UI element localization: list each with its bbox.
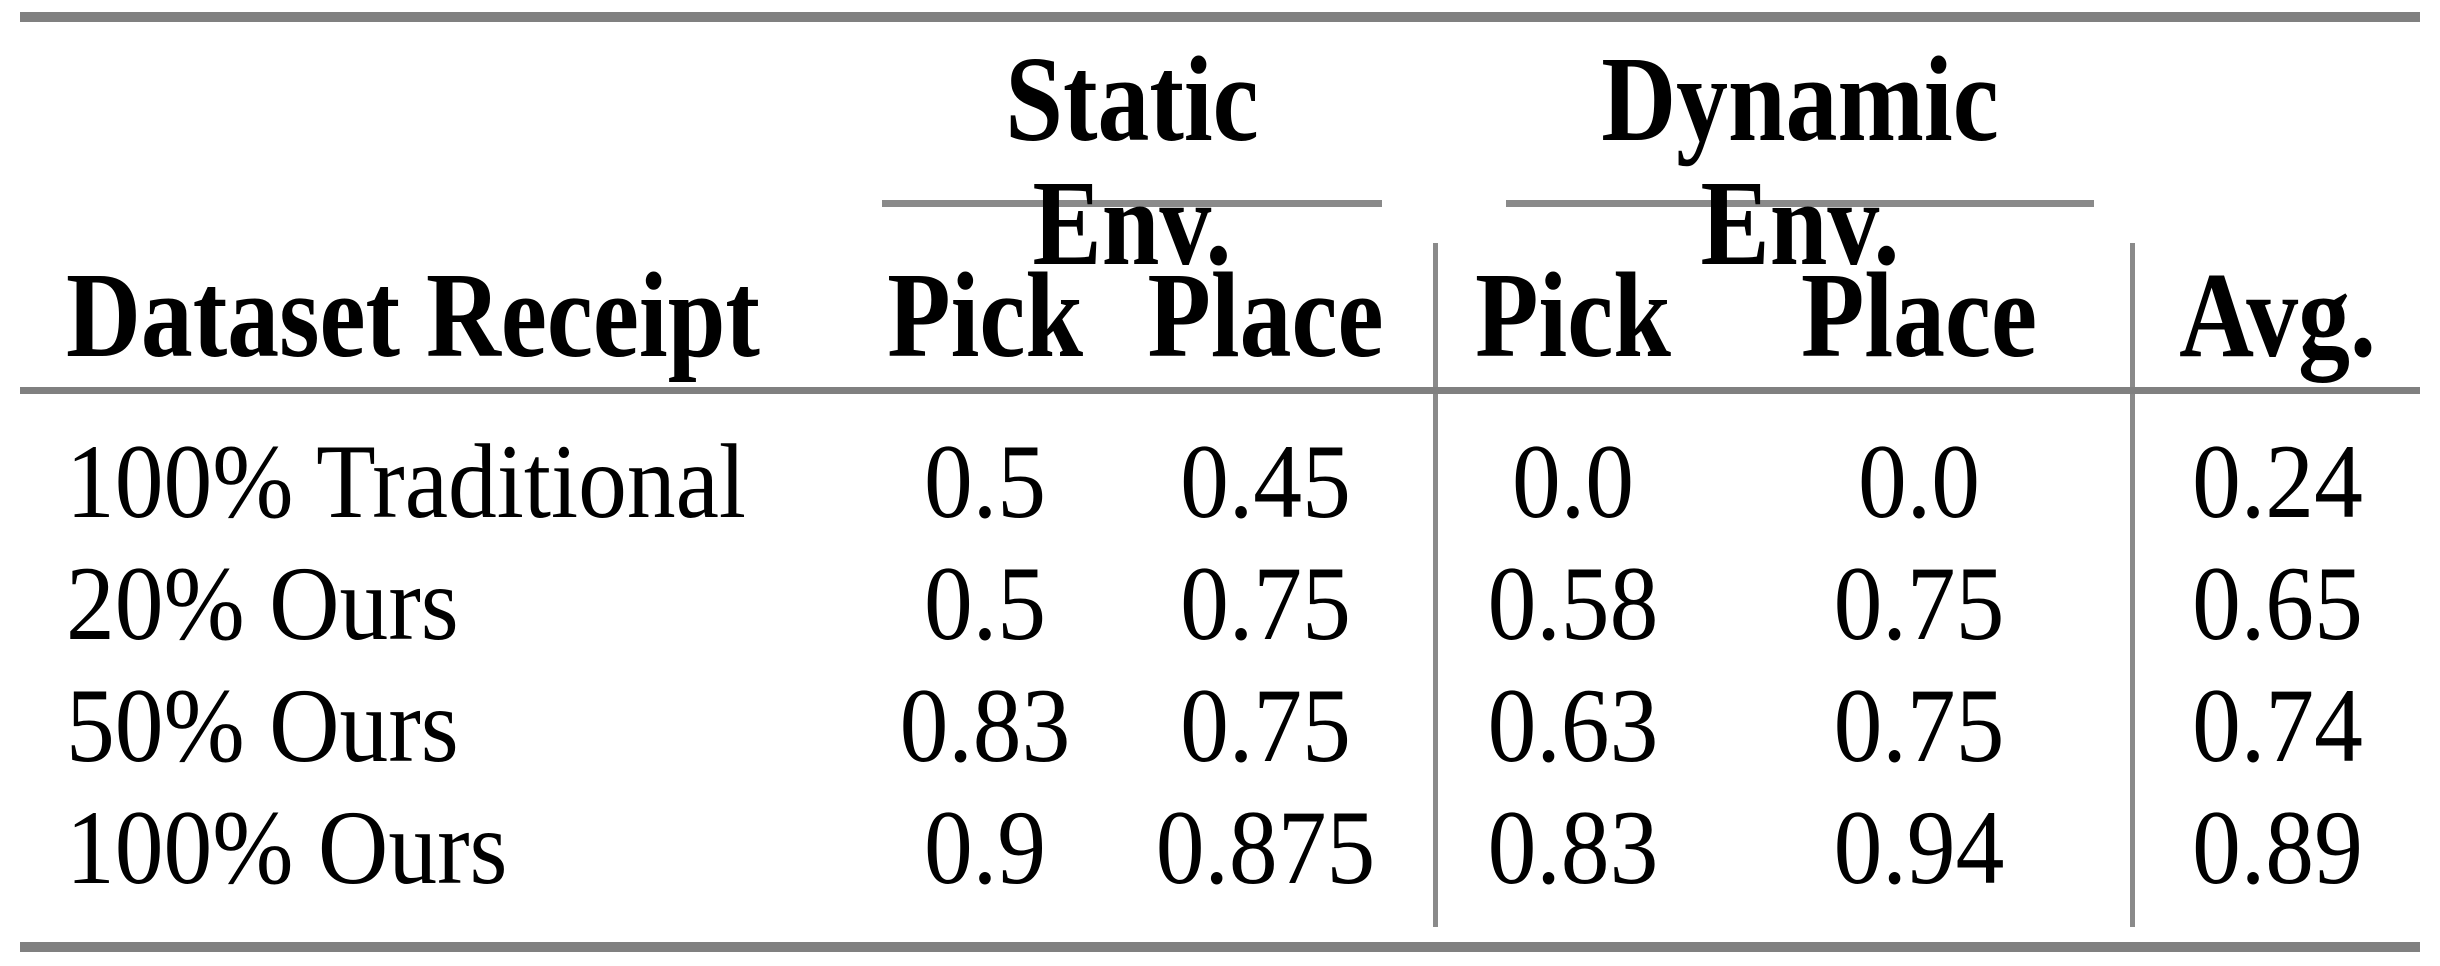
cell-avg: 0.24 <box>2192 423 2363 540</box>
cell-dynamic-pick: 0.58 <box>1487 545 1659 662</box>
column-header-dynamic-place: Place <box>1800 248 2038 383</box>
header-mid-rule <box>20 387 2420 394</box>
table-row: 100% Ours 0.9 0.875 0.83 0.94 0.89 <box>0 787 2440 909</box>
cell-dynamic-pick: 0.63 <box>1487 667 1659 784</box>
static-group-underline <box>882 200 1382 207</box>
cell-static-pick: 0.5 <box>924 423 1046 540</box>
cell-dynamic-place: 0.0 <box>1858 423 1980 540</box>
cell-avg: 0.89 <box>2192 789 2363 906</box>
cell-dynamic-pick: 0.0 <box>1512 423 1634 540</box>
group-header-dynamic-env: Dynamic Env. <box>1601 32 1999 291</box>
cell-dynamic-place: 0.75 <box>1833 545 2005 662</box>
cell-dynamic-pick: 0.83 <box>1487 789 1659 906</box>
column-header-row: Dataset Receipt Pick Place Pick Place Av… <box>0 245 2440 387</box>
cell-static-place: 0.45 <box>1180 423 1351 540</box>
cell-static-pick: 0.9 <box>924 789 1046 906</box>
column-header-dynamic-pick: Pick <box>1475 248 1671 383</box>
column-header-static-place: Place <box>1147 248 1384 383</box>
cell-dataset-label: 100% Ours <box>66 789 508 906</box>
column-separator-1-body <box>1433 394 1438 927</box>
table-row: 50% Ours 0.83 0.75 0.63 0.75 0.74 <box>0 665 2440 787</box>
cell-avg: 0.74 <box>2192 667 2363 784</box>
cell-static-place: 0.75 <box>1180 545 1351 662</box>
cell-static-place: 0.875 <box>1155 789 1376 906</box>
cell-static-pick: 0.83 <box>899 667 1071 784</box>
column-separator-1-header <box>1433 243 1438 387</box>
table-row: 100% Traditional 0.5 0.45 0.0 0.0 0.24 <box>0 421 2440 543</box>
table-bottom-rule <box>20 942 2420 952</box>
cell-static-place: 0.75 <box>1180 667 1351 784</box>
cell-static-pick: 0.5 <box>924 545 1046 662</box>
column-header-dataset-receipt: Dataset Receipt <box>66 248 760 383</box>
table-top-rule <box>20 12 2420 22</box>
cell-dynamic-place: 0.75 <box>1833 667 2005 784</box>
column-separator-2-body <box>2130 394 2135 927</box>
column-header-static-pick: Pick <box>887 248 1084 383</box>
column-separator-2-header <box>2130 243 2135 387</box>
dynamic-group-underline <box>1506 200 2094 207</box>
group-header-static-env: Static Env. <box>1005 32 1259 291</box>
column-header-avg: Avg. <box>2179 248 2376 383</box>
cell-dynamic-place: 0.94 <box>1833 789 2005 906</box>
cell-dataset-label: 20% Ours <box>66 545 459 662</box>
cell-dataset-label: 100% Traditional <box>66 423 746 540</box>
cell-dataset-label: 50% Ours <box>66 667 459 784</box>
table-row: 20% Ours 0.5 0.75 0.58 0.75 0.65 <box>0 543 2440 665</box>
cell-avg: 0.65 <box>2192 545 2363 662</box>
